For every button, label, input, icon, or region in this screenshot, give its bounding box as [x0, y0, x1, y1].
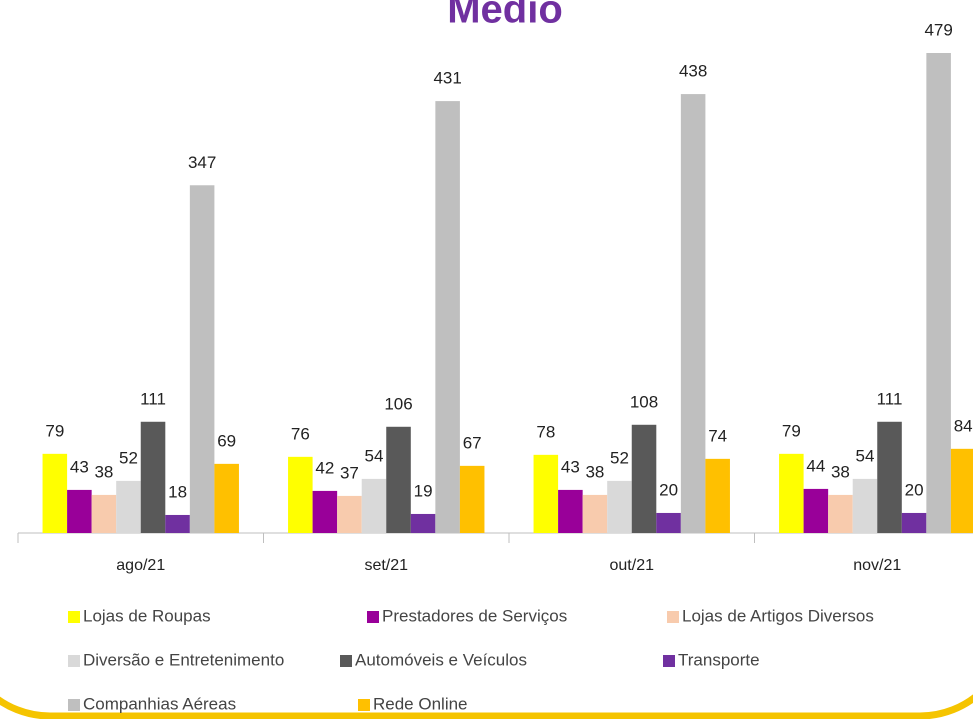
legend-swatch [367, 611, 379, 623]
bar [312, 490, 338, 533]
legend-label: Rede Online [373, 694, 468, 713]
legend-swatch [68, 699, 80, 711]
bar [42, 453, 68, 533]
data-label: 108 [630, 392, 658, 411]
data-label: 20 [905, 480, 924, 499]
bar [901, 512, 927, 533]
bar [140, 421, 166, 533]
bar [91, 494, 117, 533]
data-label: 38 [831, 462, 850, 481]
x-tick-label: out/21 [610, 557, 655, 574]
bar [165, 514, 190, 533]
data-label: 38 [585, 462, 604, 481]
bar [558, 489, 583, 533]
data-label: 479 [924, 20, 952, 39]
legend-label: Lojas de Artigos Diversos [682, 606, 874, 625]
data-label: 43 [70, 457, 89, 476]
data-label: 20 [659, 480, 678, 499]
bar [116, 480, 141, 533]
data-label: 42 [315, 458, 334, 477]
bar [779, 453, 804, 533]
bar [607, 480, 632, 533]
x-tick-label: nov/21 [853, 557, 901, 574]
bar [459, 465, 485, 533]
bar [337, 495, 362, 533]
legend-swatch [68, 655, 80, 667]
bar [67, 489, 92, 533]
data-label: 106 [384, 394, 412, 413]
bar [828, 494, 853, 533]
legend-swatch [340, 655, 352, 667]
data-label: 79 [45, 421, 64, 440]
bar [361, 478, 387, 533]
data-label: 347 [188, 153, 216, 172]
bar [680, 94, 706, 533]
legend-label: Transporte [678, 650, 760, 669]
data-label: 54 [856, 446, 875, 465]
bar [877, 421, 902, 533]
data-label: 18 [168, 482, 187, 501]
bar [288, 456, 313, 533]
data-label: 431 [433, 69, 461, 88]
bar [435, 101, 460, 533]
legend-label: Lojas de Roupas [83, 606, 211, 625]
legend-swatch [68, 611, 80, 623]
bar [533, 454, 559, 533]
data-label: 111 [140, 389, 166, 408]
data-label: 79 [782, 421, 801, 440]
legend-label: Prestadores de Serviços [382, 606, 567, 625]
x-tick-label: set/21 [364, 557, 408, 574]
data-label: 54 [365, 446, 384, 465]
bar [189, 185, 215, 533]
data-label: 78 [536, 422, 555, 441]
data-label: 67 [463, 433, 482, 452]
data-label: 438 [679, 62, 707, 81]
legend-swatch [358, 699, 370, 711]
data-label: 43 [561, 457, 580, 476]
data-label: 74 [708, 426, 727, 445]
data-label: 111 [877, 389, 903, 408]
bar [852, 478, 878, 533]
legend-label: Companhias Aéreas [83, 694, 236, 713]
data-label: 37 [340, 463, 359, 482]
legend-swatch [667, 611, 679, 623]
bar [950, 448, 973, 533]
bar [656, 512, 681, 533]
bar [803, 488, 829, 533]
legend-label: Automóveis e Veículos [355, 650, 527, 669]
data-label: 44 [806, 456, 825, 475]
chart-title: Médio [447, 0, 563, 32]
bar [926, 53, 951, 533]
data-label: 84 [954, 416, 973, 435]
bar [386, 426, 411, 533]
legend-swatch [663, 655, 675, 667]
data-label: 52 [610, 448, 629, 467]
x-tick-label: ago/21 [116, 557, 165, 574]
legend-label: Diversão e Entretenimento [83, 650, 284, 669]
bar [214, 463, 239, 533]
bar [705, 458, 730, 533]
data-label: 69 [217, 431, 236, 450]
data-label: 19 [414, 481, 433, 500]
data-label: 52 [119, 448, 138, 467]
bar [631, 424, 657, 533]
bar [582, 494, 608, 533]
bar [410, 513, 436, 533]
data-label: 76 [291, 424, 310, 443]
data-label: 38 [94, 462, 113, 481]
